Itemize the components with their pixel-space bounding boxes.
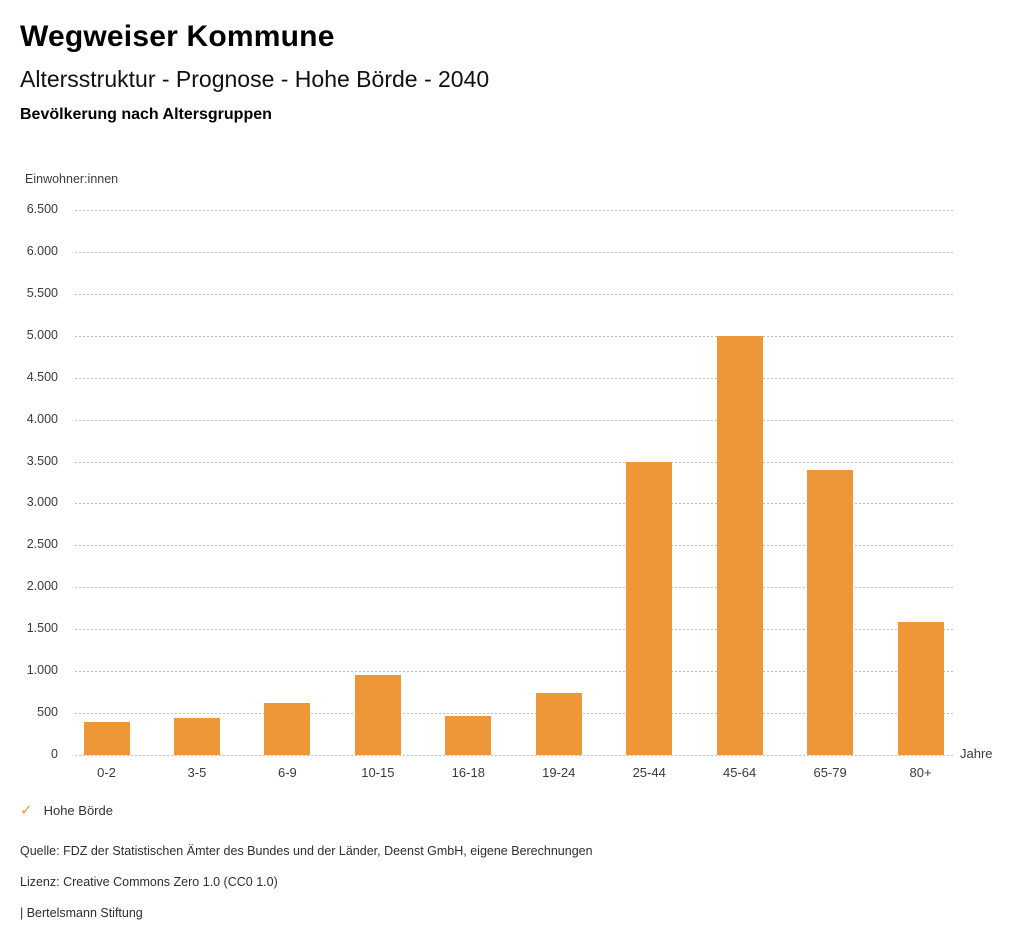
x-tick-label-25-44: 25-44 [632, 765, 666, 780]
bar-19-24[interactable] [535, 692, 582, 755]
x-tick-label-10-15: 10-15 [361, 765, 395, 780]
gridline-2.500 [75, 545, 955, 547]
bar-6-9[interactable] [264, 703, 311, 755]
bar-0-2[interactable] [83, 722, 130, 755]
page-subtitle: Altersstruktur - Prognose - Hohe Börde -… [20, 66, 490, 92]
y-axis-title: Einwohner:innen [25, 172, 119, 186]
gridline-1.500 [75, 629, 955, 631]
y-tick-label-3.500: 3.500 [26, 453, 58, 468]
gridline-3.500 [75, 461, 955, 463]
chart-title: Bevölkerung nach Altersgruppen [20, 106, 272, 123]
x-tick-label-6-9: 6-9 [277, 765, 297, 780]
source-text: Quelle: FDZ der Statistischen Ämter des … [20, 844, 593, 858]
y-tick-label-5.500: 5.500 [26, 285, 58, 300]
bar-3-5[interactable] [173, 718, 220, 755]
y-tick-label-0: 0 [51, 747, 58, 761]
gridline-4.500 [75, 377, 955, 379]
y-tick-label-1.000: 1.000 [26, 663, 58, 678]
x-tick-label-0-2: 0-2 [97, 765, 116, 780]
gridline-1.000 [75, 671, 955, 673]
legend-label: Hohe Börde [43, 803, 113, 818]
gridline-4.000 [75, 419, 955, 421]
bar-16-18[interactable] [445, 716, 492, 755]
y-tick-label-5.000: 5.000 [26, 327, 58, 342]
attribution-text: | Bertelsmann Stiftung [20, 906, 143, 920]
bar-10-15[interactable] [354, 675, 401, 755]
bar-80+[interactable] [897, 621, 944, 755]
license-text: Lizenz: Creative Commons Zero 1.0 (CC0 1… [20, 875, 278, 889]
x-tick-label-80+: 80+ [909, 765, 932, 780]
bar-45-64[interactable] [716, 335, 763, 755]
y-tick-label-1.500: 1.500 [26, 621, 58, 636]
y-tick-label-500: 500 [37, 705, 58, 720]
x-tick-label-45-64: 45-64 [723, 765, 757, 780]
gridline-2.000 [75, 587, 955, 589]
gridline-5.000 [75, 335, 955, 337]
page-title: Wegweiser Kommune [20, 20, 335, 53]
y-tick-label-3.000: 3.000 [26, 495, 58, 510]
y-tick-label-2.500: 2.500 [26, 537, 58, 552]
x-tick-label-65-79: 65-79 [813, 765, 847, 780]
legend-item-hohe-boerde[interactable]: ✓ Hohe Börde [20, 803, 113, 818]
y-tick-label-2.000: 2.000 [26, 579, 58, 594]
gridline-3.000 [75, 503, 955, 505]
gridline-6.500 [75, 210, 955, 211]
y-tick-label-6.500: 6.500 [26, 202, 58, 216]
bar-65-79[interactable] [807, 469, 854, 755]
gridline-500 [75, 713, 955, 715]
x-tick-label-16-18: 16-18 [451, 765, 485, 780]
x-axis-title: Jahre [960, 746, 993, 761]
y-tick-label-4.000: 4.000 [26, 411, 58, 426]
gridline-6.000 [75, 251, 955, 253]
y-tick-label-6.000: 6.000 [26, 243, 58, 258]
gridline-5.500 [75, 293, 955, 295]
y-tick-label-4.500: 4.500 [26, 369, 58, 384]
check-icon: ✓ [20, 802, 33, 819]
x-tick-label-3-5: 3-5 [187, 765, 207, 780]
bar-25-44[interactable] [626, 461, 673, 755]
x-tick-label-19-24: 19-24 [542, 765, 576, 780]
gridline-0 [75, 755, 955, 756]
